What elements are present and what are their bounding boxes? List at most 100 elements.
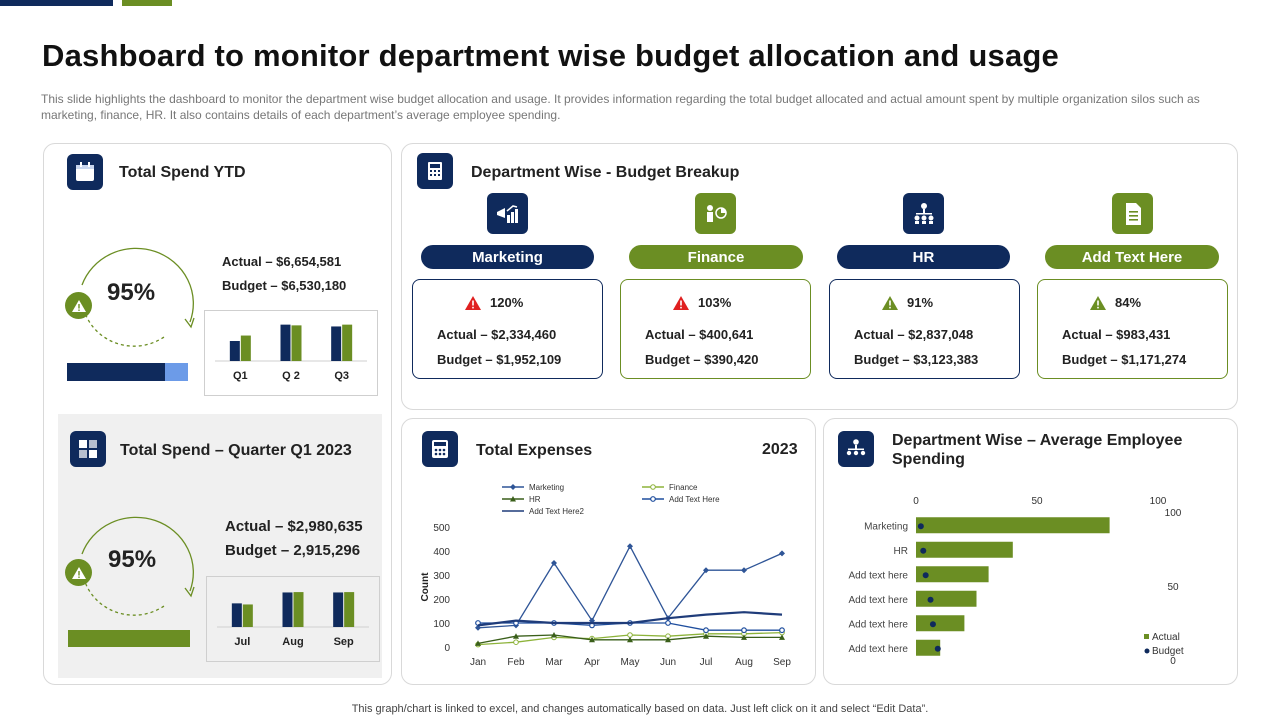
data-point bbox=[650, 484, 656, 490]
quarter-percent: 95% bbox=[108, 546, 157, 573]
dept-box-marketing: 120% Actual – $2,334,460 Budget – $1,952… bbox=[412, 279, 603, 379]
x-tick-label: May bbox=[621, 657, 640, 668]
quarter-warning-badge bbox=[65, 559, 92, 586]
data-point bbox=[510, 496, 516, 502]
y-tick-label: Add text here bbox=[849, 595, 909, 606]
data-point bbox=[627, 543, 633, 550]
dept-actual: Actual – $983,431 bbox=[1062, 327, 1171, 342]
actual-bar bbox=[916, 566, 989, 583]
legend-label: Add Text Here2 bbox=[529, 507, 585, 516]
dept-actual: Actual – $2,837,048 bbox=[854, 327, 974, 342]
ytd-percent: 95% bbox=[107, 279, 156, 306]
data-point bbox=[475, 640, 481, 646]
org-chart-small-icon bbox=[838, 431, 874, 467]
y-tick-label: Add text here bbox=[849, 619, 909, 630]
y-tick-label: Marketing bbox=[864, 521, 908, 532]
data-point bbox=[779, 627, 785, 634]
x-tick-label: Jul bbox=[234, 636, 250, 648]
y-tick-label: 100 bbox=[433, 619, 450, 630]
dept-pill-marketing[interactable]: Marketing bbox=[421, 245, 594, 269]
dept-actual: Actual – $2,334,460 bbox=[437, 327, 557, 342]
dept-pill-hr[interactable]: HR bbox=[837, 245, 1010, 269]
actual-bar bbox=[916, 615, 965, 632]
quarter-progress-fill bbox=[68, 630, 190, 647]
legend-label: Add Text Here bbox=[669, 495, 720, 504]
data-point bbox=[703, 633, 709, 639]
x-tick-label: 50 bbox=[1031, 496, 1043, 507]
dept-pill-finance[interactable]: Finance bbox=[629, 245, 803, 269]
data-point bbox=[650, 496, 656, 502]
legend-label: Finance bbox=[669, 483, 698, 492]
warning-red-icon bbox=[673, 296, 689, 310]
data-point bbox=[703, 627, 709, 634]
x-tick-label: Sep bbox=[334, 636, 354, 648]
data-point bbox=[741, 567, 747, 574]
avg-spending-title-line2: Spending bbox=[892, 451, 965, 468]
bar bbox=[240, 335, 251, 361]
quarter-panel: Total Spend – Quarter Q1 2023 95% Actual… bbox=[58, 414, 382, 678]
data-point bbox=[627, 636, 633, 643]
y-tick-label: 400 bbox=[433, 547, 450, 558]
x-tick-label: Aug bbox=[282, 636, 303, 648]
x-tick-label: Jul bbox=[700, 657, 713, 668]
x-tick-label: Jun bbox=[660, 657, 676, 668]
budget-point bbox=[934, 645, 941, 652]
data-point bbox=[741, 634, 747, 640]
legend-label: HR bbox=[529, 495, 541, 504]
budget-point bbox=[929, 621, 936, 628]
ytd-bar-chart: Q1 Q 2 Q3 bbox=[215, 324, 367, 382]
document-icon bbox=[1112, 193, 1153, 234]
x-tick-label: Mar bbox=[545, 657, 563, 668]
x-tick-label: Apr bbox=[584, 657, 600, 668]
ytd-progress-fill bbox=[67, 363, 165, 381]
bar bbox=[291, 325, 302, 361]
total-expenses-line-chart: 0 100 200 300 400 500 Jan Feb Mar Apr May Jun Jul Aug… bbox=[420, 483, 791, 668]
bar bbox=[282, 592, 293, 627]
bar bbox=[229, 341, 240, 361]
legend-swatch-actual bbox=[1144, 634, 1149, 639]
warning-green-icon bbox=[1090, 296, 1106, 310]
x-tick-label: Q3 bbox=[334, 370, 349, 382]
breakup-title: Department Wise - Budget Breakup bbox=[471, 164, 740, 181]
dept-pill-add-text[interactable]: Add Text Here bbox=[1045, 245, 1219, 269]
quarter-budget: Budget – 2,915,296 bbox=[225, 542, 361, 559]
budget-calculator-icon bbox=[417, 153, 453, 189]
calendar-icon bbox=[67, 154, 103, 190]
calculator-chart-icon bbox=[70, 431, 106, 467]
bar bbox=[280, 324, 291, 361]
dept-actual: Actual – $400,641 bbox=[645, 327, 754, 342]
avg-spending-title-line1: Department Wise – Average Employee bbox=[892, 432, 1183, 449]
dept-percent: 120% bbox=[490, 295, 524, 310]
series-line bbox=[477, 611, 783, 627]
dept-budget: Budget – $390,420 bbox=[645, 352, 759, 367]
page-title: Dashboard to monitor department wise bud… bbox=[42, 38, 1059, 73]
dept-budget: Budget – $1,171,274 bbox=[1062, 352, 1187, 367]
x-tick-label: Jan bbox=[470, 657, 486, 668]
ytd-actual: Actual – $6,654,581 bbox=[222, 254, 342, 269]
dept-budget: Budget – $1,952,109 bbox=[437, 352, 562, 367]
bar bbox=[333, 592, 344, 627]
top-accent-bar-green bbox=[122, 0, 172, 6]
dept-percent: 103% bbox=[698, 295, 732, 310]
ytd-bar-chart-frame: Q1 Q 2 Q3 bbox=[204, 310, 378, 396]
data-point bbox=[779, 634, 785, 640]
actual-bar bbox=[916, 590, 977, 607]
x-tick-label: Aug bbox=[735, 657, 753, 668]
data-point bbox=[665, 620, 671, 626]
expenses-title: Total Expenses bbox=[476, 442, 593, 459]
y-tick-label: 500 bbox=[433, 523, 450, 534]
actual-bar bbox=[916, 639, 941, 656]
data-point bbox=[513, 639, 519, 645]
footer-note: This graph/chart is linked to excel, and… bbox=[351, 703, 929, 715]
budget-point bbox=[922, 572, 929, 579]
ytd-progress-track bbox=[67, 363, 188, 381]
x-tick-label: 0 bbox=[913, 496, 919, 507]
bar bbox=[293, 592, 304, 627]
budget-point bbox=[927, 596, 934, 603]
y-tick-label: 300 bbox=[433, 571, 450, 582]
data-point bbox=[589, 636, 595, 643]
legend-label: Marketing bbox=[529, 483, 564, 492]
quarter-actual: Actual – $2,980,635 bbox=[225, 518, 363, 535]
data-point bbox=[703, 567, 709, 574]
